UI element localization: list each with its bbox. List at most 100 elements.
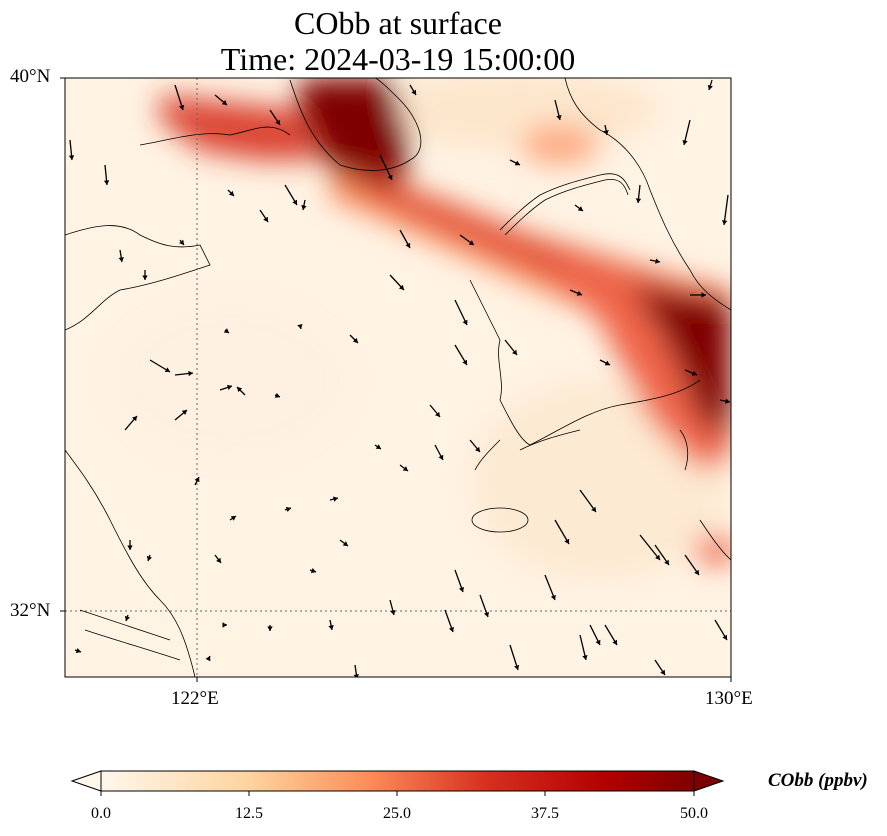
wind-arrow-head [564, 538, 570, 544]
wind-arrow-head [448, 626, 454, 632]
wind-arrow-head [292, 199, 297, 205]
wind-arrow-head [228, 190, 234, 196]
wind-arrow-head [691, 370, 697, 376]
map-time-subtitle: Time: 2024-03-19 15:00:00 [220, 41, 576, 77]
wind-arrow-head [398, 284, 404, 290]
wind-arrow-head [458, 586, 464, 592]
colorbar-title: CObb (ppbv) [768, 770, 868, 791]
wind-arrow [554, 519, 570, 545]
wind-arrow-head [725, 398, 730, 404]
wind-arrow-head [411, 89, 416, 95]
wind-arrow-head [285, 506, 291, 512]
wind-arrow-head [226, 384, 232, 390]
wind-arrow-head [635, 198, 642, 203]
wind-arrow-head [194, 477, 200, 483]
wind-arrow-head [267, 626, 273, 631]
wind-arrow-head [576, 290, 582, 296]
wind-arrow-head [223, 328, 229, 333]
colorbar-tick-label: 37.5 [531, 805, 559, 822]
wind-arrow-head [375, 444, 381, 449]
wind-arrow-head [595, 639, 601, 645]
wind-arrow-head [475, 446, 480, 452]
wind-arrow-head [75, 648, 81, 654]
colorbar-tick-label: 50.0 [680, 805, 708, 822]
wind-arrow [379, 154, 393, 181]
wind-arrow-head [556, 114, 562, 120]
wind-arrow-head [179, 104, 185, 110]
wind-arrow-head [462, 319, 468, 325]
concentration-field [110, 78, 731, 580]
wind-arrow-head [591, 506, 596, 512]
wind-arrow-head [237, 387, 243, 393]
wind-arrow-head [512, 349, 517, 355]
colorbar-tick-label: 12.5 [235, 805, 263, 822]
lat-tick-40n: 40°N [10, 66, 51, 87]
wind-arrow-head [722, 634, 727, 640]
wind-arrow [639, 534, 661, 561]
wind-arrow [454, 299, 468, 326]
wind-arrow-head [124, 615, 130, 621]
lat-tick-32n: 32°N [10, 600, 51, 621]
wind-arrow-head [353, 674, 360, 677]
wind-arrow-head [230, 516, 236, 521]
wind-arrow-head [402, 466, 408, 471]
wind-arrow-head [405, 242, 411, 248]
wind-arrow-head [468, 240, 474, 245]
wind-arrow-head [205, 656, 211, 662]
wind-arrow-head [682, 139, 688, 145]
lon-tick-130e: 130°E [705, 688, 753, 709]
wind-arrow-head [181, 410, 187, 415]
wind-arrow-head [68, 155, 75, 160]
wind-arrow-head [664, 559, 669, 565]
wind-arrow-head [132, 416, 137, 422]
wind-arrow-head [438, 454, 444, 460]
wind-arrow-head [179, 239, 184, 245]
wind-arrow-head [660, 669, 665, 675]
wind-arrow-head [582, 654, 588, 660]
wind-arrow-head [118, 257, 124, 262]
colorbar-extend-max [693, 770, 725, 792]
wind-arrow-head [263, 216, 268, 222]
wind-arrow-head [655, 554, 660, 560]
wind-arrow-head [694, 569, 699, 575]
wind-arrow-head [387, 174, 393, 180]
colorbar-gradient [101, 771, 694, 791]
wind-arrow-head [435, 411, 440, 417]
wind-arrow-head [328, 625, 334, 630]
map-frame [64, 77, 732, 678]
wind-arrow-head [603, 130, 609, 135]
map-title: CObb at surface [294, 5, 502, 41]
wind-arrow-head [222, 622, 227, 628]
wind-arrow-head [701, 292, 706, 298]
wind-arrow-head [297, 323, 303, 329]
wind-arrow-head [332, 496, 338, 502]
wind-arrow [579, 489, 597, 513]
wind-arrow-head [462, 359, 467, 365]
lon-tick-122e: 122°E [171, 688, 219, 709]
wind-arrow [723, 194, 729, 226]
wind-arrow-head [514, 664, 520, 670]
wind-arrow-head [310, 568, 316, 574]
wind-arrow-head [142, 275, 148, 280]
concentration-map [60, 77, 732, 682]
wind-arrow-head [483, 611, 489, 617]
wind-arrow-head [577, 206, 583, 211]
colorbar-extend-min [70, 770, 102, 792]
wind-arrow-head [275, 119, 280, 125]
colorbar-tick-label: 25.0 [383, 805, 411, 822]
wind-arrow-head [164, 367, 170, 372]
wind-arrow-head [707, 84, 713, 90]
wind-arrow-head [550, 594, 556, 600]
wind-vectors [68, 79, 731, 677]
wind-arrow-head [721, 220, 728, 225]
wind-arrow-head [216, 557, 221, 563]
wind-arrow-head [221, 100, 227, 105]
coastlines [65, 78, 731, 677]
wind-arrow-head [127, 545, 133, 550]
wind-arrow-head [390, 609, 396, 615]
wind-arrow-head [146, 555, 152, 561]
wind-arrow-head [352, 337, 358, 343]
wind-arrow-head [274, 392, 280, 398]
colorbar-tick-label: 0.0 [91, 805, 111, 822]
wind-arrow-head [103, 180, 110, 185]
